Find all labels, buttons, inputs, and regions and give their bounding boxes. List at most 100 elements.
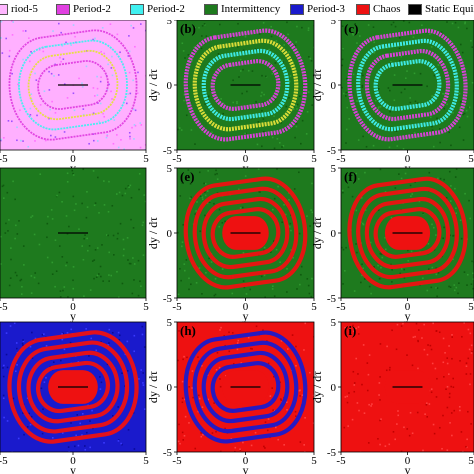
speckle (75, 203, 77, 205)
speckle (181, 401, 184, 404)
speckle (0, 138, 3, 141)
speckle (437, 272, 440, 274)
speckle (63, 83, 66, 85)
speckle (400, 91, 403, 94)
speckle (93, 259, 96, 261)
speckle (390, 216, 393, 219)
speckle (236, 100, 238, 103)
speckle (127, 55, 130, 57)
speckle (357, 333, 360, 335)
speckle (395, 130, 398, 132)
speckle (360, 281, 362, 284)
speckle (455, 212, 457, 215)
x-axis-label: y (405, 309, 411, 323)
speckle (289, 75, 292, 77)
speckle (390, 263, 392, 266)
speckle (468, 199, 470, 202)
speckle (263, 274, 266, 277)
speckle (261, 101, 264, 104)
speckle (341, 25, 344, 27)
speckle (396, 323, 399, 326)
speckle (40, 387, 43, 390)
speckle (9, 325, 12, 327)
speckle (48, 89, 51, 91)
speckle (264, 421, 267, 423)
speckle (108, 342, 110, 344)
speckle (118, 191, 121, 194)
speckle (295, 122, 298, 125)
speckle (454, 21, 457, 24)
speckle (38, 243, 41, 246)
speckle (219, 23, 221, 26)
speckle (450, 385, 452, 388)
speckle (73, 209, 76, 212)
speckle (460, 431, 463, 433)
speckle (125, 102, 128, 105)
figure-grid: -5 0 5 y (b) -5 0 5 y 5 0 -5 dy / dτ (c) -5 0 5 y 5 0 -5 dy /… (0, 20, 474, 474)
speckle (362, 267, 364, 270)
speckle (265, 75, 267, 78)
speckle (16, 233, 19, 235)
speckle (220, 98, 222, 100)
speckle (34, 140, 36, 142)
speckle (464, 21, 466, 24)
speckle (92, 170, 95, 172)
speckle (379, 252, 382, 255)
speckle (236, 342, 239, 344)
speckle (364, 209, 367, 211)
speckle (184, 57, 186, 59)
speckle (204, 23, 206, 26)
speckle (344, 269, 346, 272)
speckle (311, 277, 313, 280)
speckle (464, 192, 466, 195)
speckle (345, 246, 347, 249)
speckle (436, 287, 439, 289)
speckle (309, 225, 311, 227)
speckle (389, 366, 391, 369)
speckle (416, 411, 419, 414)
speckle (17, 437, 20, 440)
speckle (142, 382, 144, 384)
y-axis-label: dy / dτ (146, 69, 160, 101)
speckle (286, 42, 289, 44)
speckle (133, 138, 135, 140)
speckle (178, 423, 180, 426)
speckle (194, 213, 197, 215)
speckle (209, 201, 211, 203)
speckle (70, 422, 72, 424)
speckle (107, 63, 109, 66)
speckle (361, 222, 364, 225)
speckle (30, 93, 33, 95)
speckle (133, 350, 136, 353)
speckle (209, 200, 211, 202)
speckle (84, 445, 86, 447)
orbit-band (35, 360, 111, 414)
speckle (403, 268, 406, 271)
speckle (407, 249, 409, 252)
speckle (72, 279, 74, 282)
speckle (216, 172, 218, 175)
speckle (231, 292, 234, 295)
speckle (12, 180, 14, 183)
speckle (112, 142, 115, 145)
speckle (183, 355, 185, 358)
speckle (400, 450, 403, 452)
speckle (257, 168, 260, 170)
speckle (103, 180, 105, 182)
speckle (239, 448, 241, 451)
speckle (89, 420, 91, 422)
speckle (311, 104, 313, 106)
speckle (296, 288, 298, 290)
speckle (2, 394, 5, 397)
speckle (303, 349, 305, 351)
speckle (54, 239, 57, 242)
speckle (377, 107, 380, 110)
speckle (137, 259, 140, 262)
speckle (14, 198, 16, 201)
speckle (20, 293, 23, 295)
speckle (3, 137, 5, 139)
speckle (299, 395, 301, 397)
speckle (211, 432, 214, 434)
speckle (138, 188, 140, 191)
speckle (450, 185, 452, 187)
